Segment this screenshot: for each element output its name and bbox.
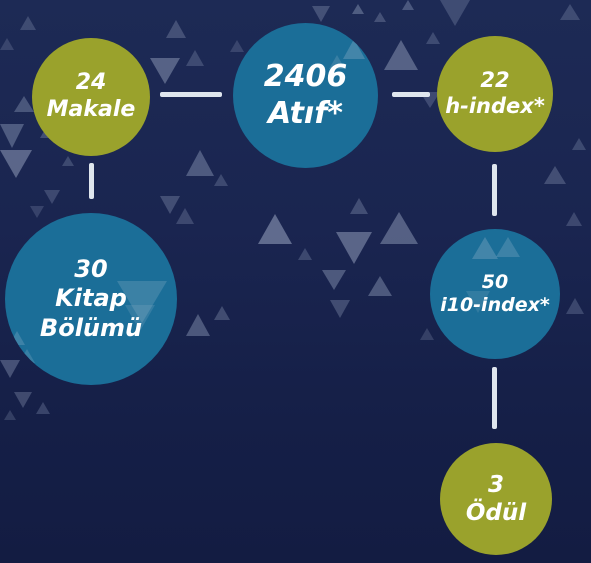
connector-makale-atif	[160, 92, 222, 97]
node-odul-value: 3	[487, 471, 504, 498]
node-atif: 2406 Atıf*	[233, 23, 378, 168]
connector-i10-odul	[492, 367, 497, 429]
node-odul-label: Ödül	[465, 500, 527, 526]
node-odul: 3 Ödül	[440, 443, 552, 555]
node-makale-label: Makale	[46, 97, 136, 122]
node-i10-value: 50	[481, 270, 509, 293]
node-hindex: 22 h-index*	[437, 36, 553, 152]
node-kitap-value: 30	[74, 255, 108, 284]
node-makale-value: 24	[75, 70, 107, 96]
node-atif-label: Atıf*	[268, 95, 343, 131]
node-i10-label: i10-index*	[440, 294, 550, 316]
node-atif-value: 2406	[263, 58, 348, 94]
connector-makale-kitap	[89, 163, 94, 199]
node-hindex-value: 22	[480, 68, 510, 93]
node-kitap-label-line1: Kitap	[55, 284, 127, 313]
node-makale: 24 Makale	[32, 38, 150, 156]
node-kitap: 30 Kitap Bölümü	[5, 213, 177, 385]
node-kitap-label-line2: Bölümü	[39, 313, 143, 342]
node-i10: 50 i10-index*	[430, 229, 560, 359]
connector-atif-hindex	[392, 92, 430, 97]
node-hindex-label: h-index*	[445, 94, 545, 118]
connector-hindex-i10	[492, 164, 497, 216]
